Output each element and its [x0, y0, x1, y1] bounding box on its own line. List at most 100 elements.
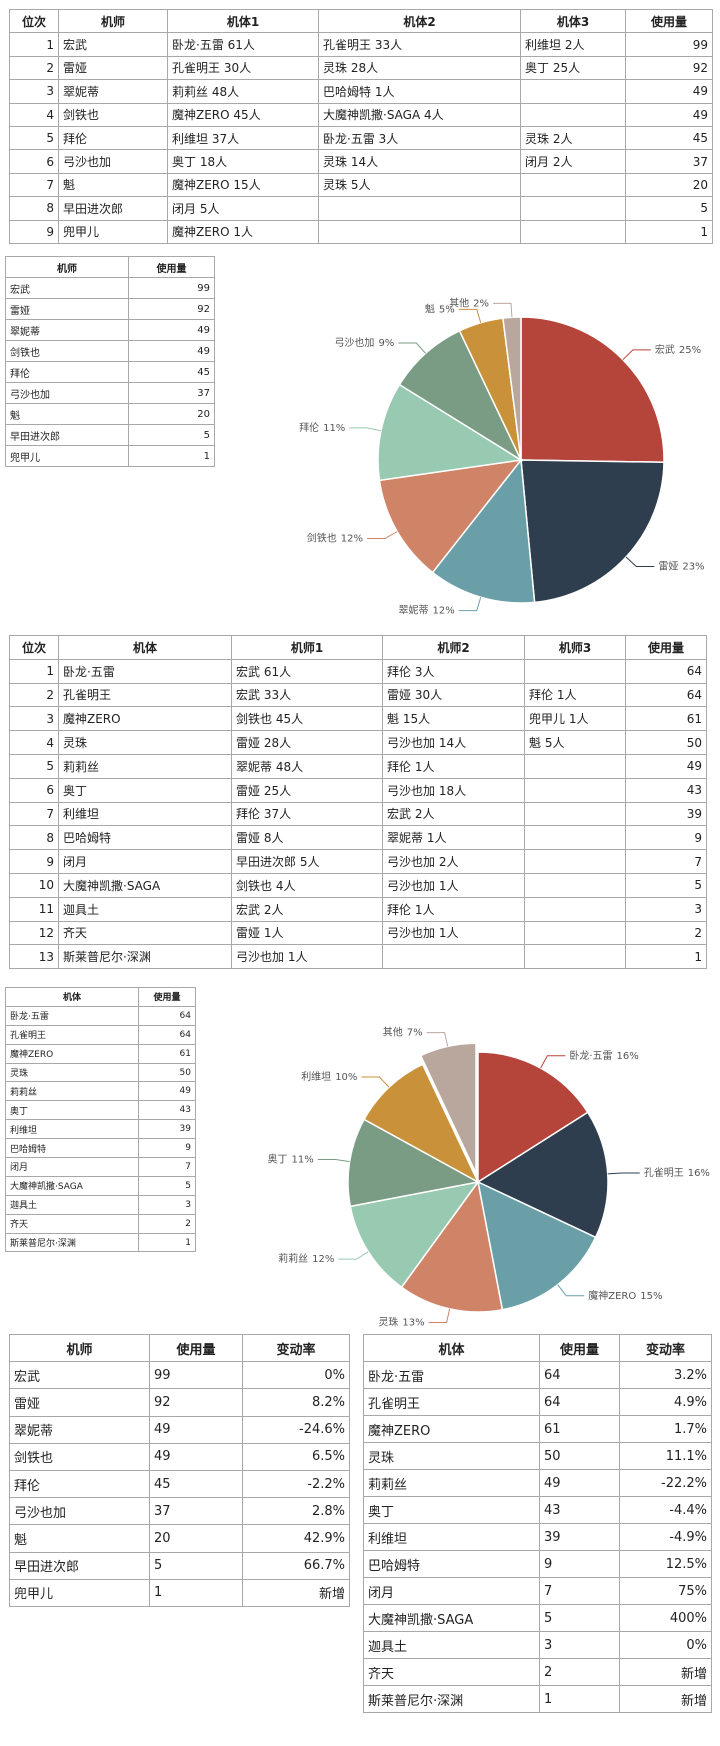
cell: 13 [9, 944, 59, 970]
cell: 4 [9, 730, 59, 755]
cell: 6 [9, 149, 59, 174]
leader-line [458, 597, 482, 612]
header-cell: 机师 [58, 8, 168, 34]
cell: 7 [9, 172, 59, 198]
pie-slice [363, 1063, 480, 1184]
table-row: 大魔神凯撒·SAGA 5 400% [363, 1604, 712, 1632]
slice-value: 16% [688, 1168, 710, 1179]
cell: -4.9% [619, 1523, 712, 1551]
slice-value: 7% [407, 1028, 423, 1039]
pie-slice [349, 1180, 480, 1289]
leader-line [426, 1032, 449, 1047]
cell: 魔神ZERO [58, 706, 232, 732]
cell: 45 [128, 361, 215, 383]
cell: 孔雀明王 [5, 1024, 139, 1045]
slice-value: 10% [335, 1072, 357, 1083]
cell: 64 [625, 682, 707, 708]
cell: 灵珠 [363, 1442, 540, 1470]
slice-label: 魔神ZERO 15% [588, 1289, 662, 1302]
slice-category: 剑铁也 [307, 532, 337, 545]
slice-label: 其他 7% [383, 1026, 423, 1039]
slice-label: 灵珠 13% [378, 1316, 424, 1329]
cell: 宏武 [9, 1361, 150, 1390]
cell: 兜甲儿 1人 [524, 706, 626, 732]
pie-slice [476, 1180, 597, 1311]
cell: 49 [539, 1469, 620, 1497]
leader-line [361, 1076, 390, 1088]
cell: 新增 [619, 1685, 712, 1713]
cell: 巴哈姆特 [363, 1550, 540, 1578]
cell: 奥丁 18人 [167, 149, 319, 174]
cell: 拜伦 [58, 125, 168, 151]
slice-value: 2% [473, 298, 489, 309]
cell: 49 [149, 1415, 243, 1444]
table-row: 9 闭月 早田进次郎 5人 弓沙也加 2人 7 [9, 849, 707, 874]
table-row: 4 灵珠 雷娅 28人 弓沙也加 14人魁 5人 50 [9, 730, 707, 755]
pilot-usage-table: 机师 使用量 宏武 99 雷娅 92 翠妮蒂 49 剑铁也 49 拜伦 45 弓沙也加 37 魁 20 早田进次… [5, 256, 215, 467]
slice-category: 其他 [383, 1026, 403, 1039]
cell: 雷娅 25人 [231, 777, 383, 803]
cell: 3 [9, 706, 59, 732]
cell: 兜甲儿 [58, 219, 168, 244]
header-cell: 机师2 [382, 635, 525, 660]
cell: 灵珠 14人 [318, 149, 521, 174]
cell: 49 [128, 319, 215, 341]
table-row: 6 弓沙也加 奥丁 18人 灵珠 14人 闭月 2人 37 [9, 149, 713, 174]
slice-value: 5% [439, 304, 455, 315]
cell: 拜伦 1人 [382, 753, 525, 779]
slice-category: 翠妮蒂 [399, 604, 429, 617]
cell: 12.5% [619, 1550, 712, 1578]
cell: 50 [138, 1062, 196, 1083]
leader-line [338, 1251, 369, 1260]
cell: 迦具土 [363, 1631, 540, 1659]
table-row: 奥丁 43 [5, 1100, 196, 1121]
table-row: 翠妮蒂 49 -24.6% [9, 1415, 350, 1444]
table-row: 10 大魔神凯撒·SAGA 剑铁也 4人 弓沙也加 1人 5 [9, 872, 707, 898]
cell: 2.8% [242, 1497, 350, 1526]
header-cell: 变动率 [619, 1334, 712, 1362]
table-row: 巴哈姆特 9 12.5% [363, 1550, 712, 1578]
cell: 7 [625, 849, 707, 874]
table-row: 利维坦 39 -4.9% [363, 1523, 712, 1551]
table-row: 拜伦 45 [5, 361, 215, 383]
table-row: 魁 20 [5, 403, 215, 425]
cell: 雷娅 1人 [231, 920, 383, 946]
table-row: 弓沙也加 37 2.8% [9, 1497, 350, 1526]
cell: 剑铁也 [5, 340, 129, 362]
header-row: 位次 机师 机体1 机体2 机体3 使用量 [9, 8, 713, 34]
cell: 6.5% [242, 1442, 350, 1471]
cell: 卧龙·五雷 [363, 1361, 540, 1389]
pie-slice [431, 458, 536, 604]
header-cell: 机师1 [231, 635, 383, 660]
table-row: 6 奥丁 雷娅 25人 弓沙也加 18人 43 [9, 777, 707, 803]
slice-category: 灵珠 [378, 1316, 398, 1329]
cell: 0% [619, 1631, 712, 1659]
cell: 莉莉丝 [5, 1081, 139, 1102]
cell: 37 [625, 149, 713, 174]
cell: 2 [625, 920, 707, 946]
cell: 弓沙也加 14人 [382, 730, 525, 755]
cell: 2 [539, 1658, 620, 1686]
cell: 64 [539, 1361, 620, 1389]
header-row: 机师 使用量 变动率 [9, 1333, 350, 1363]
slice-value: 12% [312, 1254, 334, 1265]
cell: 魁 [9, 1524, 150, 1553]
cell: 4.9% [619, 1388, 712, 1416]
cell: 弓沙也加 1人 [382, 920, 525, 946]
leader-line [625, 556, 655, 568]
slice-label: 雷娅 23% [658, 560, 704, 573]
cell: 剑铁也 45人 [231, 706, 383, 732]
unit-ranking-table: 位次 机体 机师1 机师2 机师3 使用量 1 卧龙·五雷 宏武 61人 拜伦 3人 64 2 孔雀明王… [9, 635, 707, 970]
cell: 利维坦 37人 [167, 125, 319, 151]
table-row: 齐天 2 新增 [363, 1658, 712, 1686]
slice-label: 弓沙也加 9% [334, 336, 394, 349]
cell: 奥丁 [5, 1100, 139, 1121]
cell: 大魔神凯撒·SAGA [58, 872, 232, 898]
pie-slice [520, 459, 665, 604]
cell: 0% [242, 1361, 350, 1390]
pilot-change-table: 机师 使用量 变动率 宏武 99 0% 雷娅 92 8.2% 翠妮蒂 49 -24.6% 剑铁也 49 6.… [9, 1333, 350, 1607]
cell: 兜甲儿 [9, 1578, 150, 1607]
cell: 5 [128, 424, 215, 446]
cell: 43 [625, 777, 707, 803]
table-row: 孔雀明王 64 [5, 1024, 196, 1045]
